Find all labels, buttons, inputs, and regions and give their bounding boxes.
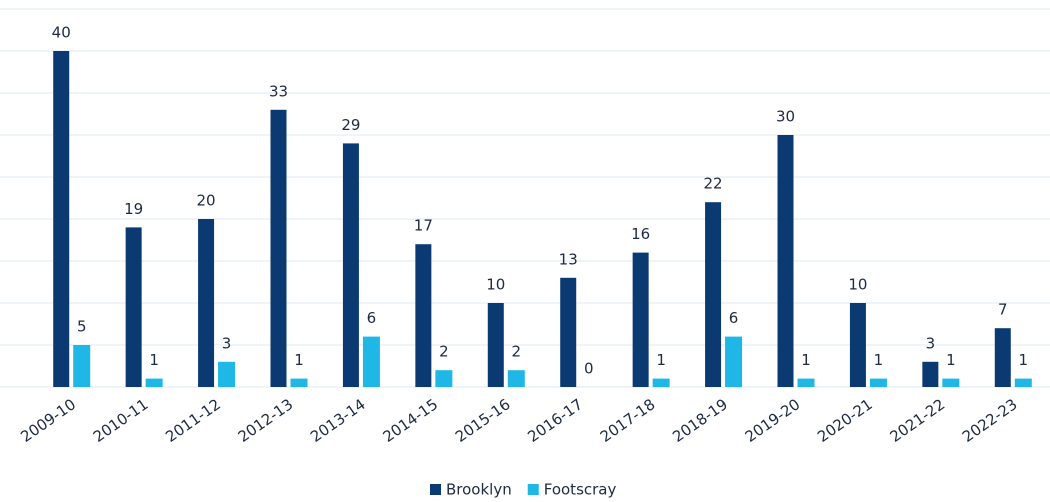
data-label: 2 <box>512 343 522 361</box>
legend-swatch <box>430 484 441 495</box>
x-tick-label: 2016-17 <box>524 395 586 446</box>
x-tick-label: 2021-22 <box>887 395 949 446</box>
data-label: 19 <box>124 200 143 218</box>
bar <box>560 277 577 387</box>
data-label: 40 <box>52 24 71 42</box>
legend-swatch <box>527 484 539 495</box>
data-label: 1 <box>656 351 666 369</box>
bar <box>849 303 866 387</box>
data-label: 1 <box>801 351 811 369</box>
x-tick-label: 2018-19 <box>669 395 731 446</box>
legend-label: Footscray <box>544 481 617 499</box>
data-label: 16 <box>631 225 650 243</box>
x-tick-label: 2011-12 <box>162 395 224 446</box>
x-tick-label: 2012-13 <box>235 395 297 446</box>
data-label: 22 <box>704 175 723 193</box>
bar <box>869 378 887 387</box>
data-label: 30 <box>776 108 795 126</box>
bar <box>725 336 743 387</box>
x-tick-label: 2017-18 <box>597 395 659 446</box>
legend-label: Brooklyn <box>446 481 512 499</box>
data-label: 17 <box>414 217 433 235</box>
x-tick-label: 2013-14 <box>307 395 369 446</box>
data-label: 33 <box>269 82 288 100</box>
x-tick-label: 2009-10 <box>17 395 79 446</box>
data-label: 10 <box>486 276 505 294</box>
bar <box>198 219 215 387</box>
bar <box>507 370 525 387</box>
data-label: 29 <box>341 116 360 134</box>
bar <box>487 303 504 387</box>
bar <box>125 227 142 387</box>
data-label: 1 <box>946 351 956 369</box>
bar <box>290 378 308 387</box>
x-tick-label: 2015-16 <box>452 395 514 446</box>
bar <box>342 143 359 387</box>
data-label: 2 <box>439 343 449 361</box>
bar <box>218 361 236 387</box>
data-label: 6 <box>729 309 739 327</box>
data-label: 1 <box>149 351 159 369</box>
bar <box>145 378 163 387</box>
bar <box>1014 378 1032 387</box>
bar <box>705 202 722 387</box>
x-tick-label: 2022-23 <box>959 395 1021 446</box>
bar <box>632 252 649 387</box>
data-label: 1 <box>874 351 884 369</box>
data-label: 10 <box>848 276 867 294</box>
data-label: 6 <box>367 309 377 327</box>
bar <box>362 336 380 387</box>
bar <box>994 328 1011 387</box>
bar <box>777 135 794 387</box>
data-label: 7 <box>998 301 1008 319</box>
data-label: 13 <box>559 250 578 268</box>
x-tick-label: 2019-20 <box>742 395 804 446</box>
bar <box>73 345 91 387</box>
bar <box>652 378 670 387</box>
data-label: 1 <box>294 351 304 369</box>
bar <box>53 51 70 387</box>
data-label: 5 <box>77 318 87 336</box>
bar <box>922 361 939 387</box>
bar <box>942 378 960 387</box>
x-tick-label: 2020-21 <box>814 395 876 446</box>
data-label: 3 <box>222 334 232 352</box>
data-label: 1 <box>1019 351 1029 369</box>
data-label: 20 <box>197 192 216 210</box>
bar <box>415 244 432 387</box>
x-tick-label: 2014-15 <box>380 395 442 446</box>
data-label: 0 <box>584 360 594 378</box>
bar <box>270 109 287 388</box>
x-tick-label: 2010-11 <box>90 395 152 446</box>
bar <box>435 370 453 387</box>
data-label: 3 <box>926 334 936 352</box>
bar <box>797 378 815 387</box>
